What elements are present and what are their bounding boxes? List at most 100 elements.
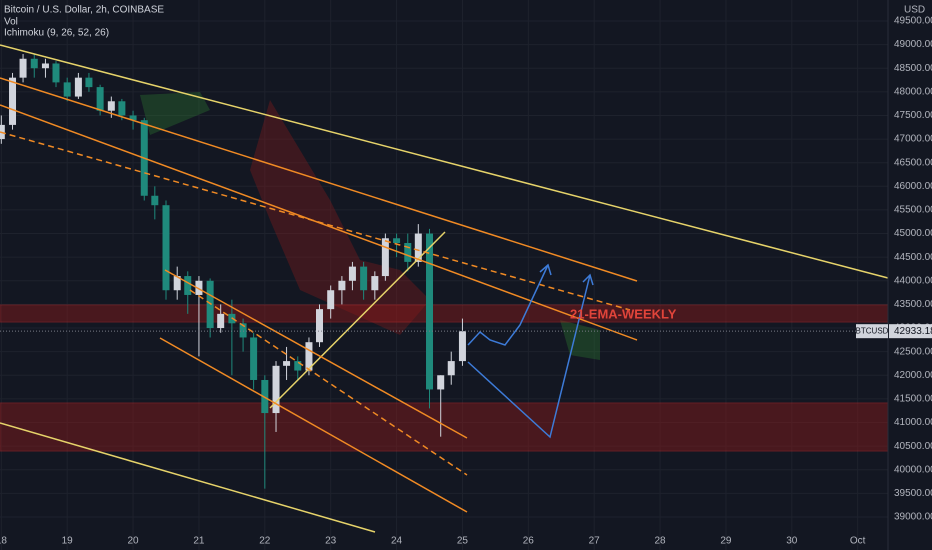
channel-mid (0, 131, 631, 311)
candle-body (381, 238, 389, 277)
y-tick-label: 40000.00 (894, 464, 932, 475)
candle-body (9, 77, 17, 125)
indicator: Ichimoku (9, 26, 52, 26) (4, 28, 109, 39)
candle-body (338, 280, 346, 291)
resistance-zone (0, 304, 889, 323)
x-tick-label: Oct (850, 536, 866, 547)
candle-body (74, 77, 82, 97)
candle-body (371, 276, 379, 291)
x-tick-label: 22 (259, 536, 271, 547)
y-tick-label: 44500.00 (894, 252, 932, 263)
candle-body (404, 242, 412, 262)
candle-body (30, 58, 38, 69)
trend-line (0, 422, 376, 533)
candle-body (151, 195, 159, 206)
y-tick-label: 39000.00 (894, 512, 932, 523)
candle-body (195, 280, 203, 295)
candle-body (162, 205, 170, 291)
last-price-label: 42933.18 (894, 326, 932, 337)
x-tick-label: 30 (786, 536, 798, 547)
chart-title: Bitcoin / U.S. Dollar, 2h, COINBASE (4, 5, 164, 16)
channel-line (0, 77, 638, 282)
symbol-tag (856, 324, 888, 339)
candles (0, 54, 466, 489)
channel-line (164, 269, 468, 439)
candle-body (184, 276, 192, 295)
y-tick-label: 41000.00 (894, 417, 932, 428)
y-tick-label: 41500.00 (894, 394, 932, 405)
x-tick-label: 29 (720, 536, 732, 547)
candle-body (426, 233, 434, 390)
candle-body (348, 266, 356, 281)
y-tick-label: 45500.00 (894, 205, 932, 216)
annotation: 21-EMA-WEEKLY (570, 306, 677, 321)
x-tick-label: 25 (457, 536, 469, 547)
grid (0, 0, 888, 550)
candle-body (239, 323, 247, 338)
symbol-label: BTCUSD (856, 326, 889, 335)
y-tick-label: 44000.00 (894, 275, 932, 286)
y-tick-label: 42000.00 (894, 370, 932, 381)
x-tick-label: 28 (655, 536, 667, 547)
candle-body (250, 337, 258, 380)
candle-body (96, 87, 104, 111)
candle-body (458, 331, 466, 362)
projection-arrow (467, 264, 549, 346)
candle-body (173, 276, 181, 291)
price-tag (889, 324, 932, 339)
trend-line (0, 44, 889, 279)
candle-body (305, 342, 313, 371)
candle-body (272, 365, 280, 414)
x-tick-label: 26 (523, 536, 535, 547)
projection-arrow (467, 274, 591, 439)
y-tick-label: 47000.00 (894, 134, 932, 145)
candle-body (85, 77, 93, 88)
y-tick-label: 46000.00 (894, 181, 932, 192)
candle-body (360, 266, 368, 291)
support-zone (0, 402, 889, 452)
y-tick-label: 49000.00 (894, 39, 932, 50)
candle-body (217, 313, 225, 329)
y-tick-label: 47500.00 (894, 110, 932, 121)
candle-body (447, 361, 455, 376)
candle-body (261, 379, 269, 414)
candle-body (107, 101, 115, 111)
y-tick-label: 45000.00 (894, 228, 932, 239)
candle-body (206, 280, 214, 329)
axes: 39000.00 39500.00 40000.00 40500.00 41000.00… (0, 16, 932, 547)
candle-body (19, 58, 27, 78)
y-tick-label: 48000.00 (894, 86, 932, 97)
y-tick-label: 39500.00 (894, 488, 932, 499)
x-tick-label: 21 (193, 536, 205, 547)
arrow-head (539, 263, 552, 276)
candle-body (283, 361, 291, 366)
candle-body (327, 290, 335, 310)
trend-line (269, 231, 446, 409)
candle-body (393, 238, 401, 243)
x-tick-label: 24 (391, 536, 403, 547)
candle-body (315, 309, 323, 343)
y-tick-label: 46500.00 (894, 157, 932, 168)
x-tick-label: 20 (128, 536, 140, 547)
drawings (0, 44, 889, 533)
y-tick-label: 48500.00 (894, 63, 932, 74)
candle-body (294, 361, 302, 371)
candle-body (52, 63, 60, 83)
candle-body (118, 101, 126, 116)
x-tick-label: 27 (589, 536, 601, 547)
x-tick-label: 23 (325, 536, 337, 547)
candle-body (63, 82, 71, 97)
price-axis (888, 0, 932, 550)
candle-body (129, 115, 137, 121)
candle-body (414, 233, 422, 262)
y-tick-label: 40500.00 (894, 441, 932, 452)
y-axis-label: USD (904, 5, 925, 16)
candle-body (41, 63, 49, 69)
x-tick-label: 19 (62, 536, 74, 547)
x-tick-label: 18 (0, 536, 7, 547)
indicator: Vol (4, 17, 18, 28)
y-tick-label: 49500.00 (894, 16, 932, 27)
y-tick-label: 43500.00 (894, 299, 932, 310)
channel-mid (189, 289, 468, 476)
